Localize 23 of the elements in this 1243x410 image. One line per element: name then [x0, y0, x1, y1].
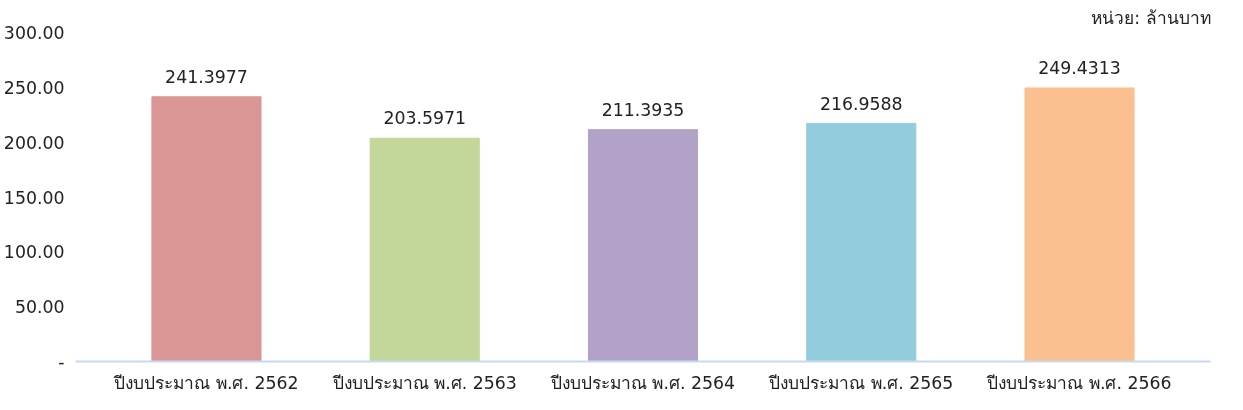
x-tick-label: ปีงบประมาณ พ.ศ. 2564	[549, 372, 736, 393]
bar	[151, 96, 262, 362]
y-tick-label: 50.00	[14, 297, 65, 318]
x-tick-label: ปีงบประมาณ พ.ศ. 2566	[986, 372, 1172, 393]
bar	[806, 123, 917, 362]
y-tick-label: 200.00	[3, 132, 65, 153]
x-tick-label: ปีงบประมาณ พ.ศ. 2565	[768, 372, 954, 393]
data-label: 241.3977	[165, 66, 248, 87]
y-tick-label: 100.00	[3, 242, 65, 263]
y-tick-label: -	[58, 352, 65, 372]
bar	[1024, 87, 1135, 362]
x-tick-label: ปีงบประมาณ พ.ศ. 2562	[113, 372, 299, 393]
data-label: 203.5971	[383, 108, 467, 129]
data-label: 249.4313	[1038, 57, 1121, 78]
y-tick-label: 150.00	[3, 187, 65, 208]
bar	[369, 137, 480, 362]
y-tick-label: 300.00	[3, 23, 65, 43]
data-label: 211.3935	[601, 99, 685, 120]
bar	[587, 129, 699, 362]
data-label: 216.9588	[819, 93, 903, 114]
text: หน่วย: ล้านบาท	[1091, 7, 1211, 28]
x-tick-label: ปีงบประมาณ พ.ศ. 2563	[331, 372, 517, 393]
y-tick-label: 250.00	[3, 77, 65, 98]
